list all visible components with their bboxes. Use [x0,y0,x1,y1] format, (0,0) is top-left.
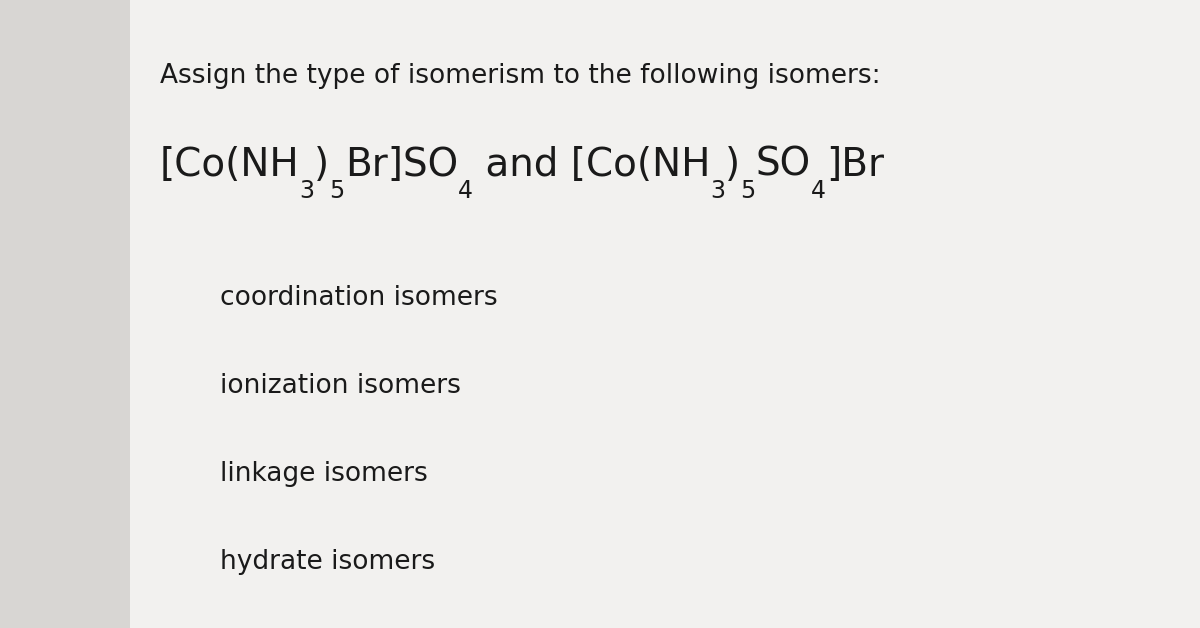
Text: 3: 3 [710,179,725,203]
Text: Br]SO: Br]SO [344,146,458,184]
Text: linkage isomers: linkage isomers [220,461,427,487]
Text: ]Br: ]Br [826,146,884,184]
Text: Assign the type of isomerism to the following isomers:: Assign the type of isomerism to the foll… [160,63,881,89]
Text: ): ) [725,146,740,184]
Text: ): ) [314,146,330,184]
Text: coordination isomers: coordination isomers [220,285,497,311]
Text: [Co(NH: [Co(NH [160,146,299,184]
Text: and [Co(NH: and [Co(NH [473,146,710,184]
Text: SO: SO [756,146,811,184]
Text: 3: 3 [299,179,314,203]
Text: ionization isomers: ionization isomers [220,373,461,399]
Text: hydrate isomers: hydrate isomers [220,549,434,575]
Text: 5: 5 [330,179,344,203]
Text: 5: 5 [740,179,756,203]
Text: 4: 4 [458,179,473,203]
Text: 4: 4 [811,179,826,203]
